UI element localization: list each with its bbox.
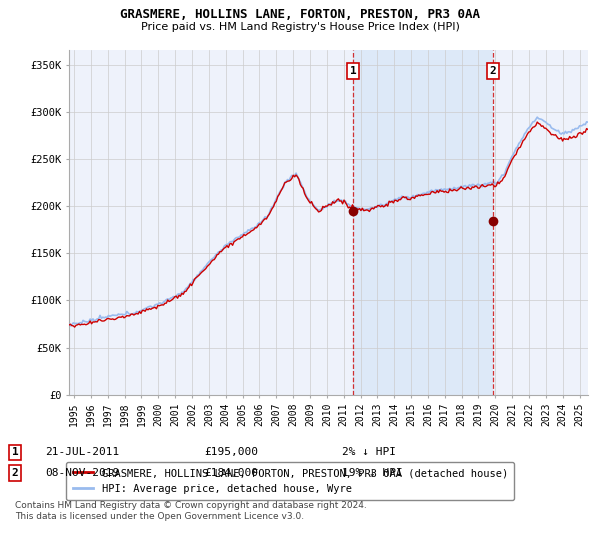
Text: GRASMERE, HOLLINS LANE, FORTON, PRESTON, PR3 0AA: GRASMERE, HOLLINS LANE, FORTON, PRESTON,… [120,8,480,21]
Text: 08-NOV-2019: 08-NOV-2019 [45,468,119,478]
Text: 21-JUL-2011: 21-JUL-2011 [45,447,119,458]
Text: £195,000: £195,000 [204,447,258,458]
Text: 19% ↓ HPI: 19% ↓ HPI [342,468,403,478]
Legend: GRASMERE, HOLLINS LANE, FORTON, PRESTON, PR3 0AA (detached house), HPI: Average : GRASMERE, HOLLINS LANE, FORTON, PRESTON,… [67,462,514,500]
Text: Price paid vs. HM Land Registry's House Price Index (HPI): Price paid vs. HM Land Registry's House … [140,22,460,32]
Text: £184,000: £184,000 [204,468,258,478]
Text: Contains HM Land Registry data © Crown copyright and database right 2024.
This d: Contains HM Land Registry data © Crown c… [15,501,367,521]
Text: 2: 2 [490,66,496,76]
Text: 2: 2 [11,468,19,478]
Text: 2% ↓ HPI: 2% ↓ HPI [342,447,396,458]
Bar [353,50,493,395]
Text: 1: 1 [350,66,356,76]
Text: 1: 1 [11,447,19,458]
